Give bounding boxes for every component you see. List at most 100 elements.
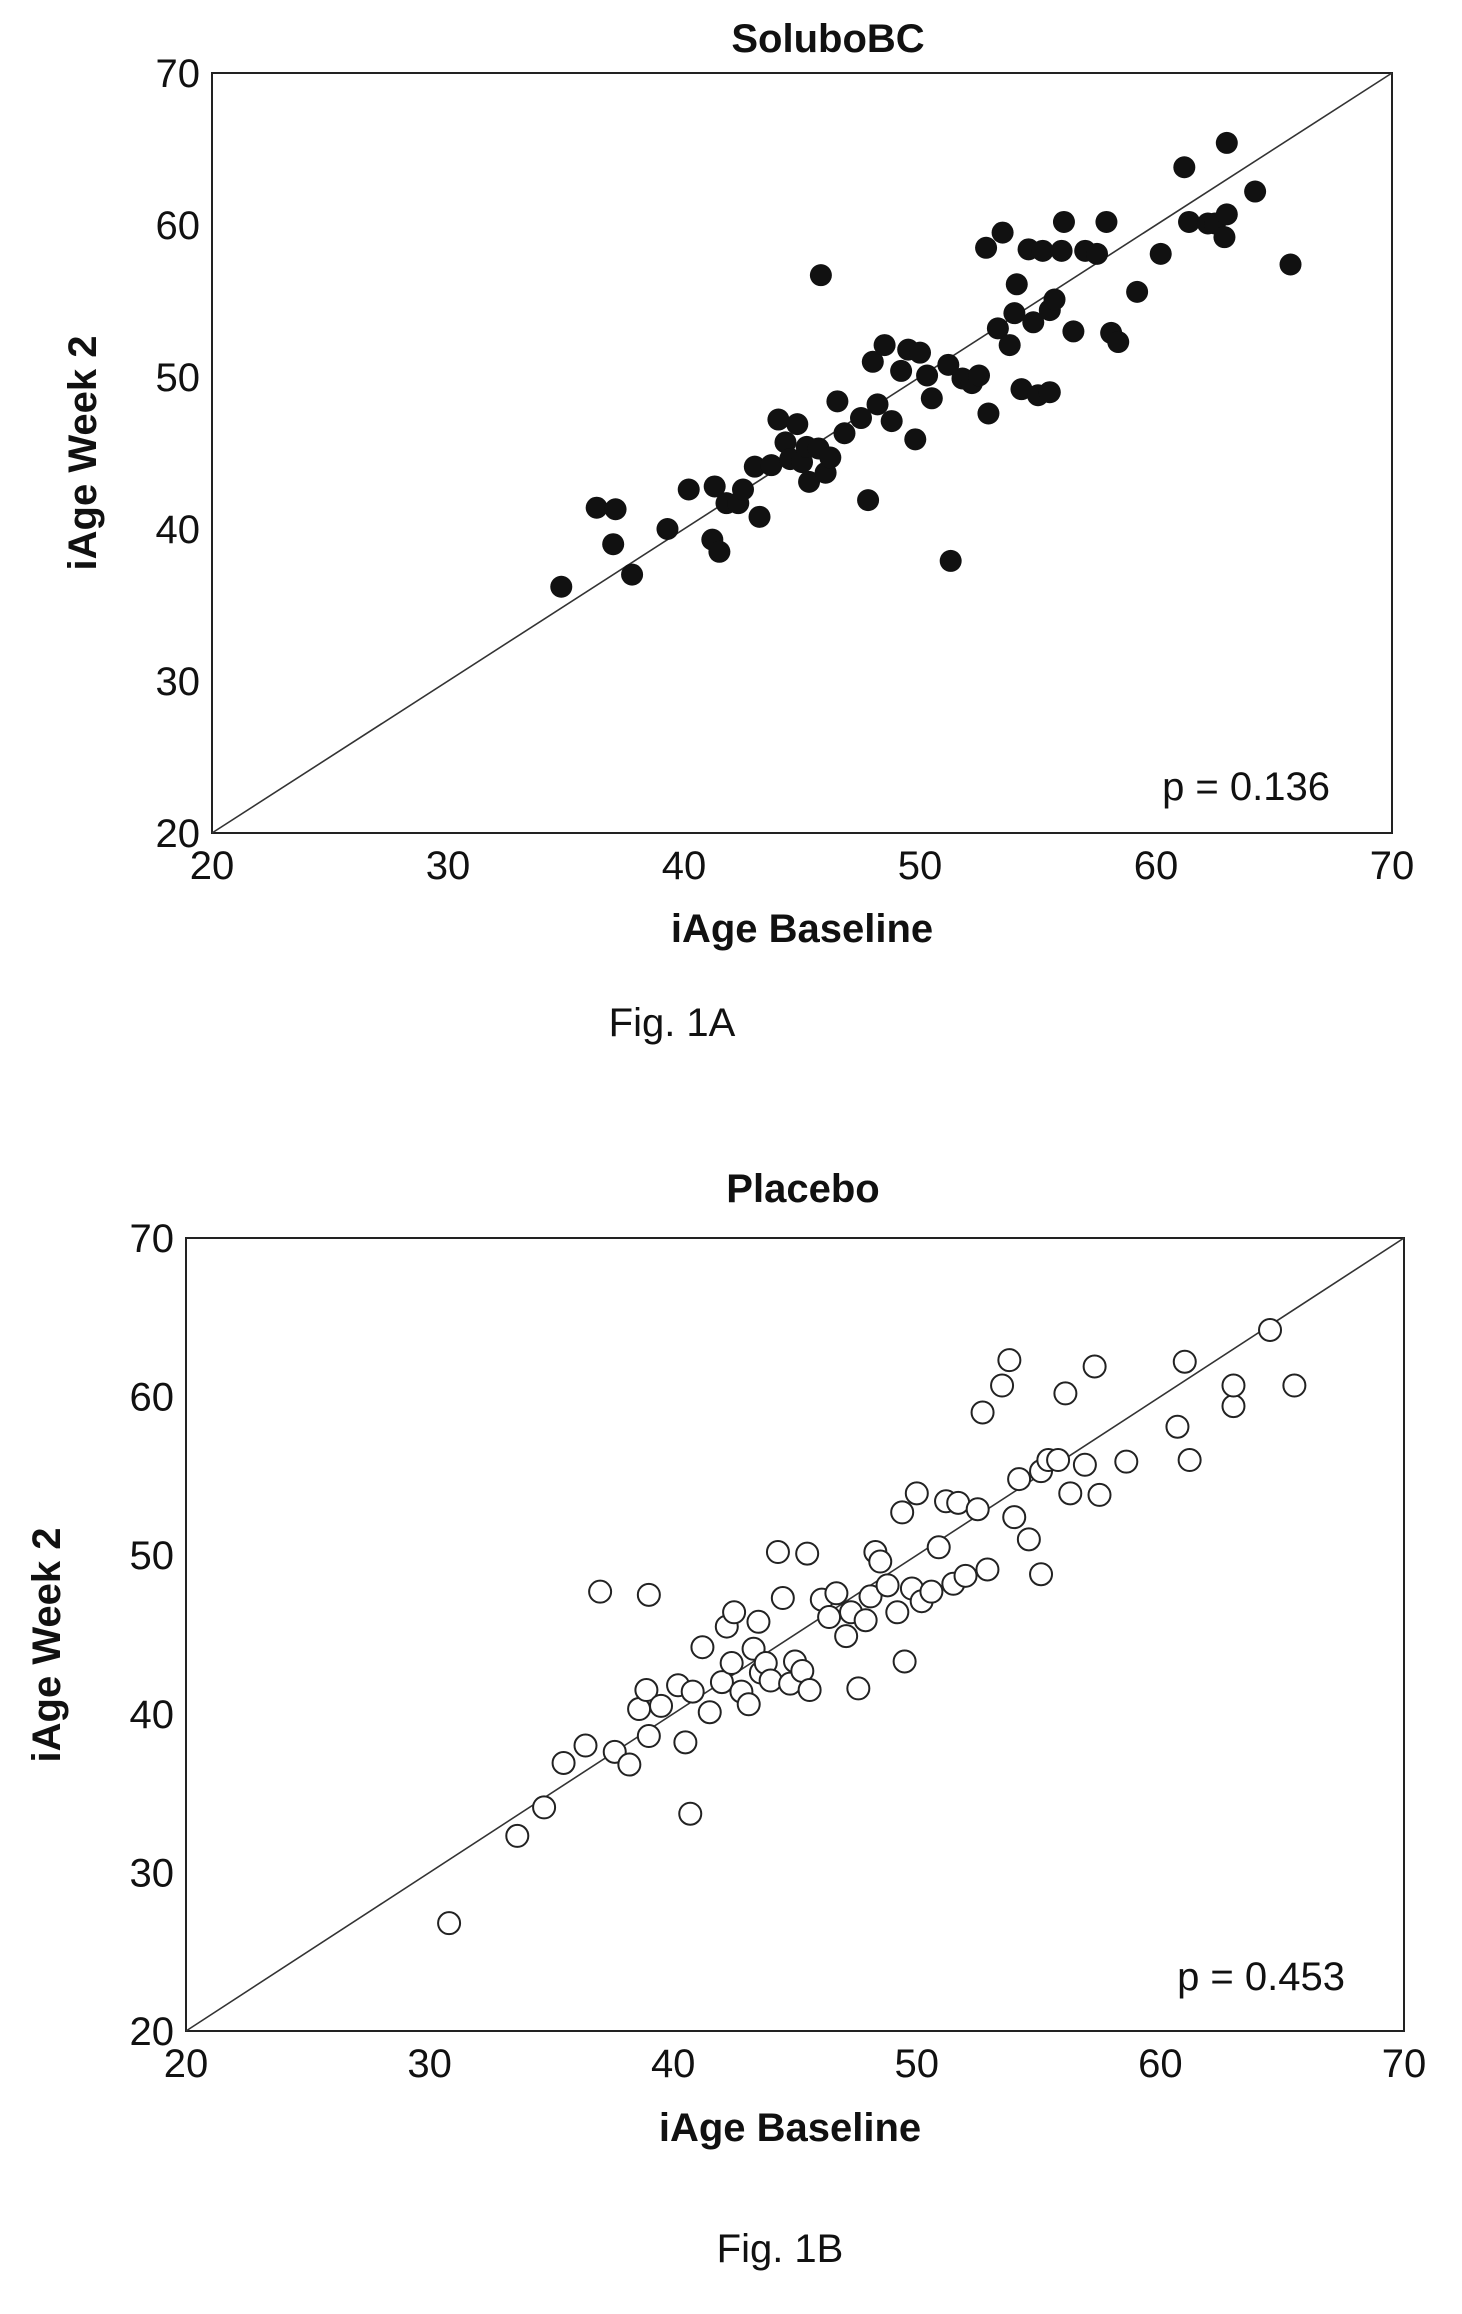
data-point	[834, 1624, 859, 1649]
data-point	[1046, 1448, 1071, 1473]
p-value-annotation: p = 0.136	[1162, 765, 1330, 809]
data-point	[970, 1400, 995, 1425]
data-point	[1016, 1527, 1041, 1552]
y-tick-label: 40	[156, 508, 201, 552]
y-tick-label: 60	[130, 1376, 175, 1420]
x-tick-labels: 20 30 40 50 60 70	[164, 2042, 1427, 2086]
data-point	[861, 350, 884, 373]
y-tick-label: 20	[130, 2010, 175, 2054]
data-point	[1177, 1448, 1202, 1473]
y-tick-label: 70	[130, 1217, 175, 1261]
y-tick-label: 20	[156, 812, 201, 856]
x-axis-label: iAge Baseline	[659, 2106, 921, 2150]
data-point	[1173, 156, 1196, 179]
data-point	[680, 1679, 705, 1704]
data-point	[975, 1557, 1000, 1582]
y-tick-label: 50	[130, 1534, 175, 1578]
data-point	[677, 478, 700, 501]
data-point	[1258, 1317, 1283, 1342]
data-point	[621, 563, 644, 586]
x-axis-label: iAge Baseline	[671, 907, 933, 951]
data-point	[1221, 1394, 1246, 1419]
data-point	[604, 498, 627, 521]
data-point	[1087, 1482, 1112, 1507]
y-tick-label: 30	[130, 1851, 175, 1895]
data-point	[1003, 302, 1026, 325]
data-point	[636, 1582, 661, 1607]
data-point	[866, 393, 889, 416]
figure-caption: Fig. 1A	[609, 1001, 736, 1045]
data-point	[795, 1541, 820, 1566]
data-point	[709, 1670, 734, 1695]
data-point	[937, 353, 960, 376]
data-point	[673, 1730, 698, 1755]
data-point	[697, 1700, 722, 1725]
data-point	[953, 1563, 978, 1588]
p-value-annotation: p = 0.453	[1177, 1955, 1345, 1999]
data-point	[1282, 1373, 1307, 1398]
data-point	[1072, 1452, 1097, 1477]
x-tick-label: 40	[662, 844, 707, 888]
data-point	[748, 505, 771, 528]
data-point	[875, 1573, 900, 1598]
data-points	[550, 131, 1302, 598]
data-point	[1165, 1414, 1190, 1439]
data-point	[551, 1750, 576, 1775]
data-point	[904, 428, 927, 451]
data-point	[986, 317, 1009, 340]
data-point	[1215, 131, 1238, 154]
data-point	[758, 1668, 783, 1693]
data-point	[826, 390, 849, 413]
data-point	[690, 1635, 715, 1660]
data-point	[1114, 1449, 1139, 1474]
data-point	[678, 1801, 703, 1826]
chart-title: Placebo	[726, 1167, 879, 1211]
data-point	[880, 410, 903, 433]
data-point	[1053, 1381, 1078, 1406]
data-point	[746, 1609, 771, 1634]
data-point	[833, 422, 856, 445]
data-point	[1221, 1373, 1246, 1398]
data-point	[819, 446, 842, 469]
data-point	[703, 475, 726, 498]
data-point	[719, 1651, 744, 1676]
data-point	[975, 236, 998, 259]
data-point	[873, 334, 896, 357]
data-point	[636, 1724, 661, 1749]
data-point	[634, 1678, 659, 1703]
data-point	[1038, 381, 1061, 404]
identity-line	[185, 1237, 1405, 2032]
data-point	[649, 1693, 674, 1718]
data-point	[1010, 378, 1033, 401]
data-point	[1050, 239, 1073, 262]
data-point	[1213, 226, 1236, 249]
data-point	[1215, 203, 1238, 226]
y-tick-label: 30	[156, 660, 201, 704]
data-point	[1126, 280, 1149, 303]
data-point	[1005, 273, 1028, 296]
data-point	[1095, 210, 1118, 233]
data-point	[1279, 253, 1302, 276]
x-tick-label: 50	[895, 2042, 940, 2086]
data-point	[1007, 1467, 1032, 1492]
data-point	[767, 408, 790, 431]
x-tick-label: 20	[190, 844, 235, 888]
data-point	[770, 1586, 795, 1611]
chart-title: SoluboBC	[731, 17, 924, 61]
data-point	[991, 221, 1014, 244]
x-tick-label: 30	[426, 844, 471, 888]
data-point	[1149, 242, 1172, 265]
data-point	[997, 1348, 1022, 1373]
data-point	[1172, 1349, 1197, 1374]
data-point	[1244, 180, 1267, 203]
data-point	[736, 1692, 761, 1717]
data-point	[809, 264, 832, 287]
data-point	[939, 549, 962, 572]
data-point	[573, 1733, 598, 1758]
data-point	[926, 1535, 951, 1560]
x-tick-label: 20	[164, 2042, 209, 2086]
x-tick-label: 60	[1138, 2042, 1183, 2086]
y-tick-label: 40	[130, 1693, 175, 1737]
data-point	[732, 478, 754, 501]
data-point	[1107, 331, 1130, 354]
